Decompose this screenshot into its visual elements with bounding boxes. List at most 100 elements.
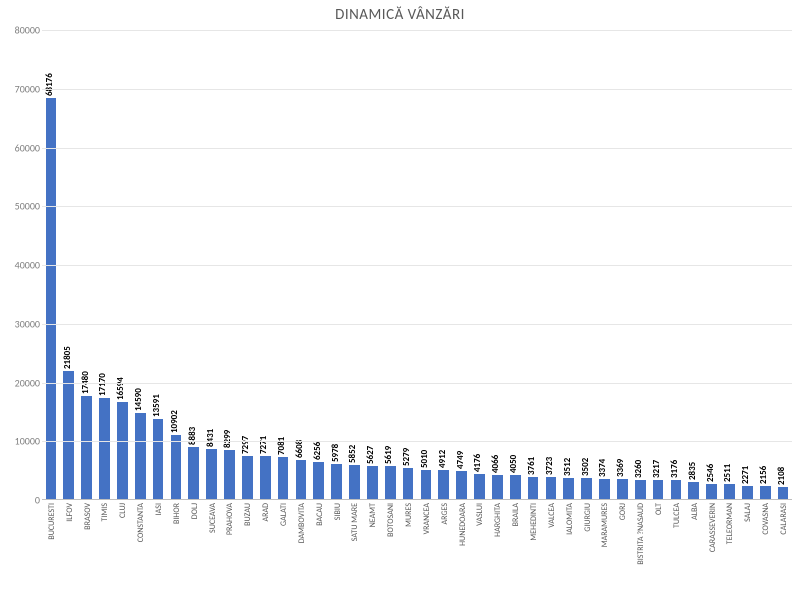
bar: 2271 <box>742 486 753 499</box>
grid-line <box>42 383 792 384</box>
bar: 2546 <box>706 484 717 499</box>
bar: 4050 <box>510 475 521 499</box>
x-tick-label: GALATI <box>279 499 289 526</box>
bar: 7271 <box>260 456 271 499</box>
data-label: 5279 <box>401 448 412 466</box>
data-label: 5627 <box>365 446 376 464</box>
data-label: 7081 <box>276 437 287 455</box>
data-label: 4176 <box>472 454 483 472</box>
data-label: 68176 <box>44 74 55 97</box>
data-label: 4066 <box>490 455 501 473</box>
y-tick-label: 60000 <box>2 141 40 154</box>
y-tick-label: 70000 <box>2 82 40 95</box>
bar: 7081 <box>278 457 289 499</box>
data-label: 3512 <box>562 458 573 476</box>
data-label: 4749 <box>455 451 466 469</box>
bar: 10902 <box>171 435 182 499</box>
data-label: 6608 <box>294 440 305 458</box>
bar: 16594 <box>117 402 128 499</box>
x-tick-label: SUCEAVA <box>208 499 218 533</box>
sales-bar-chart: DINAMICĂ VÂNZĂRI 68176BUCURESTI21805ILFO… <box>0 0 800 600</box>
data-label: 2271 <box>740 465 751 483</box>
x-tick-label: BOTOSANI <box>386 499 396 537</box>
x-tick-label: ARAD <box>261 499 271 522</box>
y-tick-label: 80000 <box>2 24 40 37</box>
x-tick-label: BACAU <box>315 499 325 526</box>
bar: 3512 <box>563 478 574 499</box>
bar: 2156 <box>760 486 771 499</box>
x-tick-label: VASLUI <box>475 499 485 526</box>
data-label: 21805 <box>62 346 73 369</box>
x-tick-label: IALOMITA <box>565 499 575 535</box>
bar: 14590 <box>135 413 146 499</box>
bar: 4176 <box>474 474 485 499</box>
bar: 8431 <box>206 449 217 499</box>
data-label: 17170 <box>97 373 108 396</box>
y-tick-label: 50000 <box>2 200 40 213</box>
x-tick-label: MARAMURES <box>600 499 610 547</box>
x-tick-label: BUCURESTI <box>47 499 57 540</box>
bar: 4749 <box>456 471 467 499</box>
bar: 4912 <box>438 470 449 499</box>
x-tick-label: CLUJ <box>118 499 128 518</box>
x-tick-label: ARGES <box>440 499 450 524</box>
data-label: 4912 <box>437 450 448 468</box>
bar: 3260 <box>635 480 646 499</box>
x-tick-label: VALCEA <box>547 499 557 528</box>
grid-line <box>42 148 792 149</box>
data-label: 5852 <box>347 444 358 462</box>
data-label: 3374 <box>597 459 608 477</box>
data-label: 7271 <box>258 436 269 454</box>
plot-area: 68176BUCURESTI21805ILFOV17480BRASOV17170… <box>42 30 792 500</box>
data-label: 14590 <box>133 388 144 411</box>
x-tick-label: MEHEDINTI <box>529 499 539 541</box>
x-tick-label: HUNEDOARA <box>458 499 468 546</box>
bar: 5279 <box>403 468 414 499</box>
grid-line <box>42 206 792 207</box>
x-tick-label: OLT <box>654 499 664 515</box>
bar: 68176 <box>46 98 57 499</box>
data-label: 16594 <box>115 377 126 400</box>
bar: 3723 <box>546 477 557 499</box>
bar: 17170 <box>99 398 110 499</box>
data-label: 4050 <box>508 455 519 473</box>
data-label: 8299 <box>222 430 233 448</box>
y-tick-label: 0 <box>2 494 40 507</box>
data-label: 7297 <box>240 436 251 454</box>
bar: 5619 <box>385 466 396 499</box>
chart-title: DINAMICĂ VÂNZĂRI <box>0 6 800 24</box>
data-label: 3723 <box>544 457 555 475</box>
x-tick-label: CONSTANTA <box>136 499 146 542</box>
data-label: 8431 <box>205 429 216 447</box>
x-tick-label: COVASNA <box>761 499 771 535</box>
x-tick-label: TIMIS <box>100 499 110 521</box>
data-label: 2511 <box>722 464 733 482</box>
x-tick-label: DOLJ <box>190 499 200 519</box>
bar: 2108 <box>778 487 789 499</box>
bar: 3502 <box>581 478 592 499</box>
x-tick-label: TULCEA <box>672 499 682 528</box>
x-tick-label: TELEORMAN <box>725 499 735 544</box>
x-tick-label: ILFOV <box>65 499 75 522</box>
x-tick-label: BUZAU <box>243 499 253 526</box>
bar: 3369 <box>617 479 628 499</box>
data-label: 10902 <box>169 410 180 433</box>
data-label: 3176 <box>669 460 680 478</box>
bar: 17480 <box>81 396 92 499</box>
grid-line <box>42 265 792 266</box>
data-label: 3761 <box>526 457 537 475</box>
x-tick-label: SATU MARE <box>350 499 360 541</box>
bar: 5010 <box>421 470 432 499</box>
x-tick-label: GORJ <box>618 499 628 520</box>
x-tick-label: ALBA <box>690 499 700 520</box>
bar: 3761 <box>528 477 539 499</box>
grid-line <box>42 89 792 90</box>
x-tick-label: BRASOV <box>83 499 93 530</box>
x-tick-label: IASI <box>154 499 164 515</box>
bar: 13591 <box>153 419 164 499</box>
x-tick-label: BIHOR <box>172 499 182 524</box>
x-tick-label: NEAMT <box>368 499 378 527</box>
x-tick-label: BRAILA <box>511 499 521 526</box>
bar: 8883 <box>188 447 199 499</box>
x-tick-label: BISTRITA ?NASAUD <box>636 499 646 565</box>
